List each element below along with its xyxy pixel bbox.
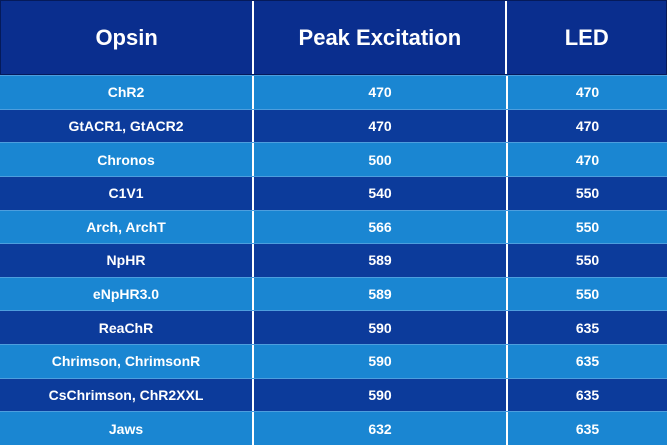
table-cell: 632 <box>254 412 508 445</box>
table-cell: 540 <box>254 176 508 210</box>
table-cell: Chronos <box>0 143 254 176</box>
table-cell: eNpHR3.0 <box>0 277 254 311</box>
table-cell: Jaws <box>0 412 254 445</box>
table-row: Arch, ArchT 566 550 <box>0 209 667 244</box>
header-cell: Peak Excitation <box>254 1 508 74</box>
table-cell: ReaChR <box>0 311 254 345</box>
table-cell: 590 <box>254 378 508 412</box>
table-row: eNpHR3.0 589 550 <box>0 276 667 311</box>
header-cell: LED <box>564 24 609 50</box>
header-row: Opsin Peak Excitation LED <box>0 0 667 75</box>
table-cell: Arch, ArchT <box>0 210 254 244</box>
table-cell: C1V1 <box>0 176 254 210</box>
table-cell: 550 <box>575 218 600 235</box>
header-cell: Opsin <box>1 1 255 74</box>
table-cell: 635 <box>575 387 600 404</box>
table-row: CsChrimson, ChR2XXL 590 635 <box>0 377 667 412</box>
table-cell: CsChrimson, ChR2XXL <box>0 378 254 412</box>
table-cell: 470 <box>575 151 600 168</box>
table-cell: 550 <box>575 252 600 269</box>
table-cell: 470 <box>575 117 600 134</box>
table-cell: 470 <box>575 84 600 101</box>
table-cell: 635 <box>575 319 600 336</box>
table-cell: 635 <box>575 353 600 370</box>
table-cell: 590 <box>254 345 508 378</box>
table-row: Jaws 632 635 <box>0 411 667 445</box>
table-cell: 550 <box>575 286 600 303</box>
table-row: C1V1 540 550 <box>0 175 667 210</box>
table-cell: 589 <box>254 277 508 311</box>
table-row: GtACR1, GtACR2 470 470 <box>0 108 667 143</box>
table-cell: 635 <box>575 420 600 437</box>
table-cell: 566 <box>254 210 508 244</box>
table-row: Chrimson, ChrimsonR 590 635 <box>0 344 667 378</box>
table-row: ChR2 470 470 <box>0 75 667 109</box>
table-cell: 470 <box>254 109 508 143</box>
table-cell: 500 <box>254 143 508 176</box>
table-cell: 590 <box>254 311 508 345</box>
table-cell: 589 <box>254 244 508 277</box>
table-cell: ChR2 <box>0 76 254 109</box>
table-cell: Chrimson, ChrimsonR <box>0 345 254 378</box>
table-row: NpHR 589 550 <box>0 243 667 277</box>
table-cell: 470 <box>254 76 508 109</box>
table-cell: GtACR1, GtACR2 <box>0 109 254 143</box>
table-cell: NpHR <box>0 244 254 277</box>
table-row: Chronos 500 470 <box>0 142 667 176</box>
table-row: ReaChR 590 635 <box>0 310 667 345</box>
table-cell: 550 <box>575 185 600 202</box>
